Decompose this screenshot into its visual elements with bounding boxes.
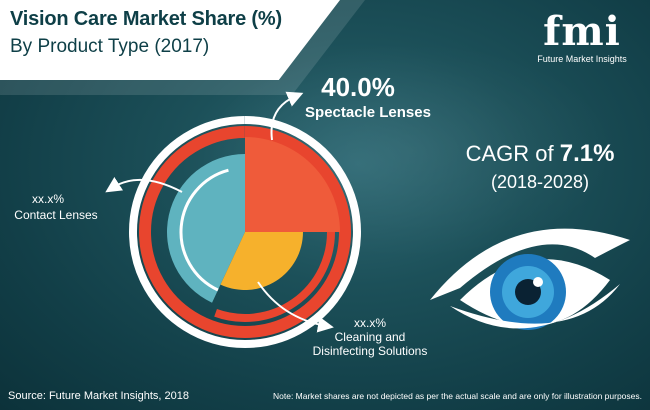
outer-red-ring	[138, 126, 351, 338]
contact-callout-arrow	[105, 176, 183, 193]
cleaning-callout-arrow	[257, 281, 334, 333]
logo-mark: fmi	[543, 8, 621, 55]
note-text: Note: Market shares are not depicted as …	[272, 391, 642, 401]
eye-outer-lash	[430, 228, 630, 300]
chart-title: Vision Care Market Share (%)	[10, 8, 282, 30]
logo-name: Future Market Insights	[537, 54, 627, 64]
title-panel	[0, 0, 340, 80]
cagr-value: 7.1%	[559, 140, 615, 167]
spectacle-lenses-label: Spectacle Lenses	[305, 104, 431, 121]
eye-illustration	[430, 228, 630, 330]
cleaning-solutions-label: Cleaning and Disinfecting Solutions	[300, 330, 440, 358]
fmi-logo: fmi Future Market Insights	[532, 8, 632, 65]
chart-subtitle: By Product Type (2017)	[10, 36, 210, 57]
inner-red-arc	[214, 231, 335, 322]
slice-spectacle-lenses	[245, 137, 340, 232]
cagr-line: CAGR of 7.1%	[450, 140, 630, 168]
contact-lenses-label: Contact Lenses	[14, 208, 98, 222]
cleaning-label-line-2: Disinfecting Solutions	[312, 344, 428, 358]
cleaning-solutions-value: xx.x%	[353, 316, 386, 330]
spectacle-callout-arrow	[270, 91, 304, 141]
contact-lenses-value: xx.x%	[31, 192, 64, 206]
slice-contact-lenses	[166, 154, 245, 303]
cagr-callout: CAGR of 7.1% (2018-2028)	[450, 140, 630, 193]
slice-cleaning-solutions	[220, 232, 303, 290]
cagr-years: (2018-2028)	[490, 172, 590, 192]
spectacle-lenses-value: 40.0%	[321, 72, 395, 102]
cagr-prefix: CAGR of	[465, 141, 560, 166]
source-text: Source: Future Market Insights, 2018	[8, 390, 189, 402]
eye-highlight	[533, 277, 543, 287]
cleaning-label-line-1: Cleaning and	[334, 330, 406, 344]
inner-white-arc	[179, 168, 229, 292]
outer-white-ring	[128, 116, 361, 348]
